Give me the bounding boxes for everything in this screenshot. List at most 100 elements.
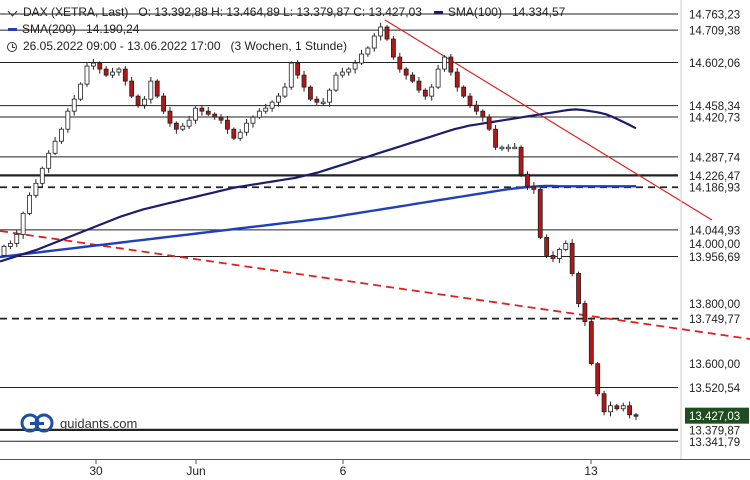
candle-body-51 <box>327 89 332 103</box>
candle-body-11 <box>71 98 77 112</box>
candle-body-2 <box>14 234 20 244</box>
candle-body-46 <box>295 62 301 76</box>
candle-body-94 <box>601 393 607 413</box>
candle-body-9 <box>59 128 64 142</box>
candle-body-59 <box>378 26 384 37</box>
candle-body-4 <box>27 194 32 214</box>
candle-body-29 <box>186 119 192 127</box>
candle-body-54 <box>346 68 352 73</box>
candle-body-25 <box>161 95 166 112</box>
candle-body-50 <box>320 101 326 105</box>
candle-body-3 <box>20 212 26 235</box>
candle-body-87 <box>556 249 562 259</box>
falling-resistance-trendline <box>384 19 713 221</box>
level-label-7: 14.186,93 <box>689 183 740 195</box>
level-label-11: 13.520,54 <box>689 383 741 395</box>
candle-body-79 <box>505 146 511 150</box>
guidants-logo-icon <box>20 413 54 433</box>
period-span: (3 Wochen, 1 Stunde) <box>230 39 348 53</box>
sma200-swatch <box>8 28 17 31</box>
candle-body-67 <box>429 86 435 97</box>
candle-body-56 <box>359 53 364 64</box>
moving-averages <box>0 108 637 263</box>
candle-body-12 <box>78 83 84 100</box>
candle-body-19 <box>122 68 128 82</box>
candle-body-76 <box>486 116 492 130</box>
chevron-down-icon[interactable] <box>7 6 18 16</box>
candle-body-34 <box>218 116 224 121</box>
candle-body-96 <box>614 405 620 410</box>
candle-body-82 <box>525 173 530 187</box>
candle-body-47 <box>301 74 307 88</box>
x-tick-label-3: 13 <box>584 464 598 478</box>
candle-body-37 <box>237 131 243 139</box>
candle-body-95 <box>608 405 613 413</box>
legend-instrument-row[interactable]: DAX (XETRA, Last) O: 13.392,88 H: 13.464… <box>6 4 565 21</box>
candle-body-99 <box>633 414 639 417</box>
candle-body-66 <box>422 89 428 97</box>
level-label-4: 14.420,73 <box>689 112 740 124</box>
time-axis: 30 Jun 6 13 <box>0 459 750 478</box>
candle-body-20 <box>129 80 135 97</box>
candle-body-53 <box>339 71 345 76</box>
legend-sma200-row: SMA(200) 14.190,24 <box>6 21 565 38</box>
candle-body-88 <box>563 243 569 250</box>
candle-body-36 <box>231 128 237 139</box>
level-label-0: 14.763,23 <box>689 10 740 22</box>
candle-body-80 <box>512 146 518 150</box>
candle-body-92 <box>588 321 594 365</box>
sma100-label: SMA(100) <box>447 5 502 19</box>
candle-body-68 <box>435 68 441 88</box>
candle-body-8 <box>52 140 58 154</box>
candle-body-85 <box>544 237 550 256</box>
candle-body-90 <box>576 273 581 304</box>
candle-body-49 <box>314 98 320 103</box>
candle-body-61 <box>391 38 396 58</box>
candle-body-45 <box>288 62 294 88</box>
candle-body-30 <box>193 107 198 121</box>
x-tick-label-0: 30 <box>89 464 103 478</box>
level-label-6: 14.226,47 <box>689 171 740 183</box>
level-label-3: 14.458,34 <box>689 101 741 113</box>
sma100-value: 14.334,57 <box>511 5 566 19</box>
level-label-2: 14.602,06 <box>689 58 740 70</box>
candle-body-89 <box>569 243 575 274</box>
logo-text: guidants.com <box>60 415 138 431</box>
x-tick-label-2: 6 <box>340 464 347 478</box>
candle-body-28 <box>180 125 186 130</box>
candle-body-48 <box>308 86 313 100</box>
candle-body-14 <box>90 62 96 67</box>
instrument-name: DAX (XETRA, Last) <box>23 5 129 19</box>
falling-dashed-trendline <box>0 230 750 340</box>
candle-body-71 <box>454 71 460 88</box>
guidants-logo[interactable]: guidants.com <box>20 413 137 433</box>
candle-body-83 <box>531 185 537 190</box>
candle-body-38 <box>244 122 249 133</box>
candle-body-84 <box>537 188 543 238</box>
candle-body-74 <box>474 104 479 112</box>
candle-body-52 <box>333 74 339 91</box>
candle-body-18 <box>116 68 122 73</box>
level-label-8: 14.044,93 <box>689 225 740 237</box>
x-tick-label-1: Jun <box>186 464 205 478</box>
clock-icon <box>7 41 17 52</box>
candle-body-32 <box>205 110 211 115</box>
candle-body-0 <box>1 246 7 256</box>
candle-body-69 <box>442 56 447 70</box>
candle-body-42 <box>269 101 275 109</box>
candle-body-15 <box>97 62 103 70</box>
candle-body-41 <box>263 107 269 112</box>
level-label-13: 13.341,79 <box>689 437 740 449</box>
candle-body-33 <box>212 113 218 118</box>
candle-body-43 <box>276 95 281 103</box>
ohlc-values: O: 13.392,88 H: 13.464,89 L: 13.379,87 C… <box>138 5 422 19</box>
candle-body-93 <box>595 363 601 395</box>
candle-body-1 <box>7 243 13 247</box>
candle-body-81 <box>518 146 524 175</box>
level-label-5: 14.287,74 <box>689 152 741 164</box>
candle-body-24 <box>154 80 160 97</box>
candle-body-17 <box>110 71 115 76</box>
candle-body-6 <box>39 167 45 184</box>
candle-body-77 <box>493 128 498 148</box>
